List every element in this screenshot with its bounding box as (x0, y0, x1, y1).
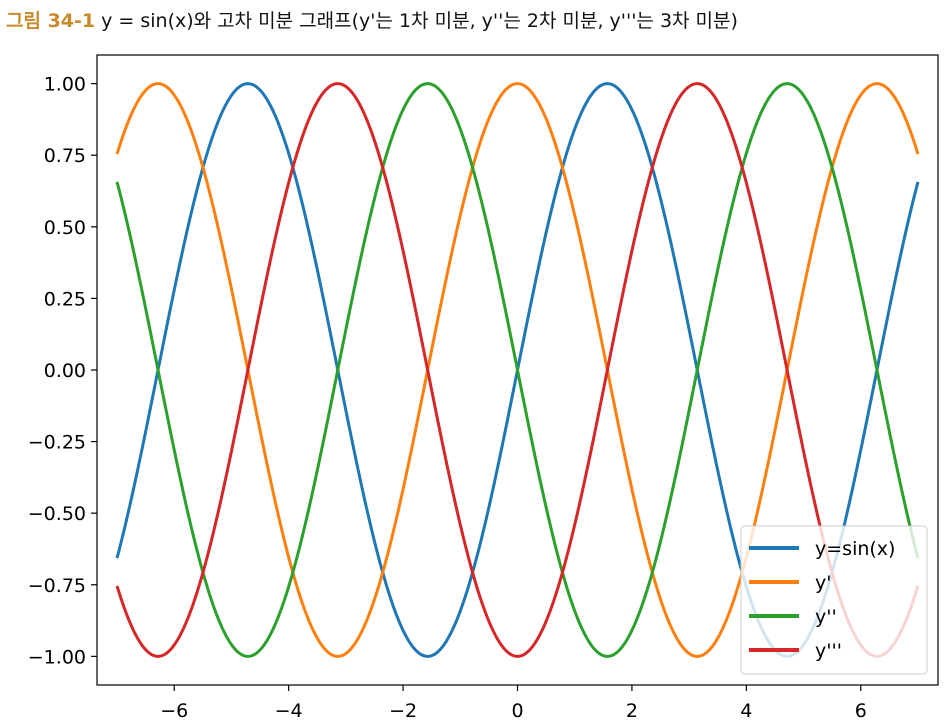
x-tick-label: −6 (160, 700, 188, 722)
y-tick-label: −0.75 (28, 575, 86, 597)
legend: y=sin(x) y' y'' y''' (740, 525, 928, 675)
x-tick-label: −2 (389, 700, 417, 722)
x-tick-label: 2 (626, 700, 638, 722)
x-tick-label: −4 (275, 700, 303, 722)
y-tick-label: −0.50 (28, 503, 86, 525)
x-tick-label: 6 (855, 700, 867, 722)
y-tick-label: 0.25 (44, 288, 86, 310)
figure-number: 그림 34-1 (6, 10, 96, 32)
series-line-3 (115, 82, 920, 658)
figure-caption-text: y = sin(x)와 고차 미분 그래프(y'는 1차 미분, y''는 2차… (101, 10, 738, 32)
series-line-4 (115, 82, 920, 658)
y-tick-label: 1.00 (44, 74, 86, 96)
x-tick-label: 0 (511, 700, 523, 722)
x-axis: −6 −4 −2 0 2 4 6 (160, 685, 867, 722)
legend-label: y''' (815, 640, 842, 662)
y-tick-label: 0.75 (44, 145, 86, 167)
legend-box (740, 525, 928, 675)
y-tick-label: −0.25 (28, 432, 86, 454)
series-line-2 (115, 82, 920, 658)
y-tick-label: 0.50 (44, 217, 86, 239)
y-axis: −1.00 −0.75 −0.50 −0.25 0.00 0.25 0.50 0.75 1.00 (28, 74, 97, 668)
y-tick-label: 0.00 (44, 360, 86, 382)
y-tick-label: −1.00 (28, 646, 86, 668)
legend-label: y=sin(x) (815, 538, 895, 560)
legend-label: y'' (815, 606, 837, 628)
x-tick-label: 4 (740, 700, 752, 722)
figure-caption: 그림 34-1 y = sin(x)와 고차 미분 그래프(y'는 1차 미분, … (6, 6, 738, 36)
legend-label: y' (815, 572, 831, 594)
